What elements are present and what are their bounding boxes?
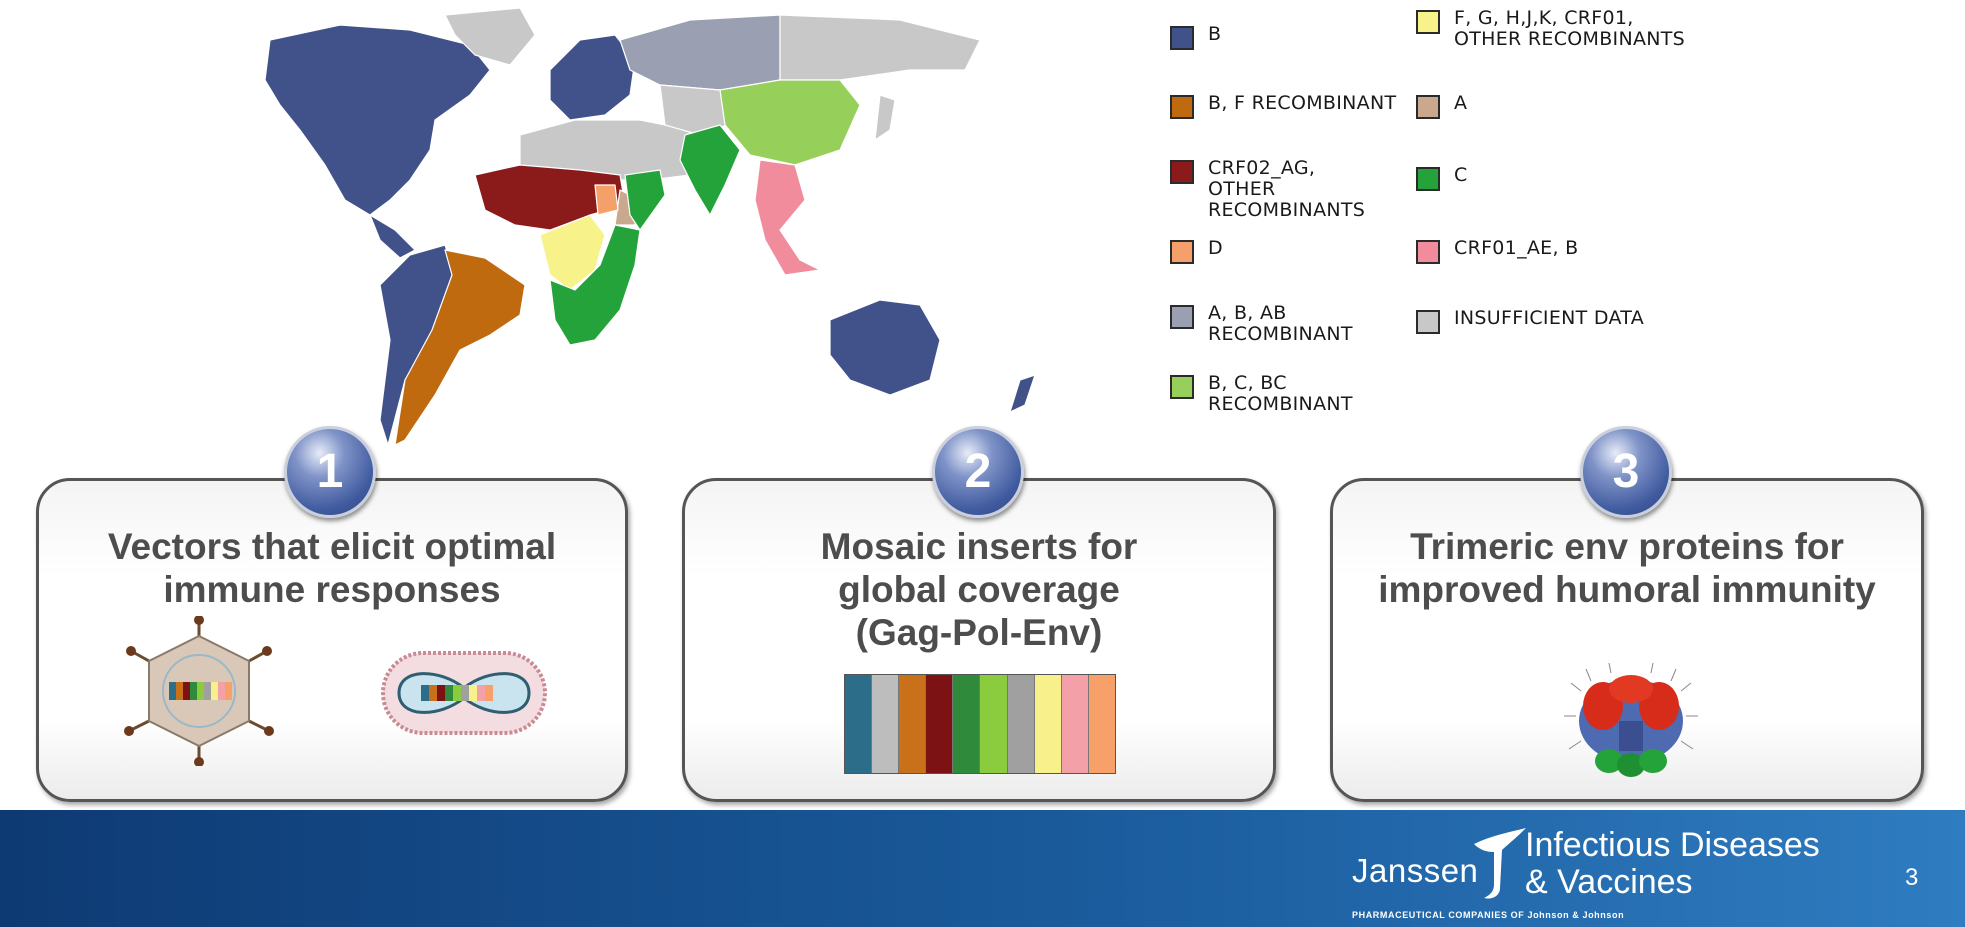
legend-swatch <box>1416 10 1440 34</box>
legend-item-d: D <box>1170 238 1223 264</box>
legend-item-crf01-ae-b: CRF01_AE, B <box>1416 238 1579 264</box>
horn-of-africa-region <box>624 169 666 231</box>
legend-label: A <box>1454 92 1468 114</box>
legend-swatch <box>1416 167 1440 191</box>
legend-label: A, B, AB RECOMBINANT <box>1208 302 1353 345</box>
footer-bar <box>0 810 1965 927</box>
tagline-line: Infectious Diseases <box>1525 826 1820 864</box>
mosaic-stripe <box>925 675 953 773</box>
mosaic-stripe <box>1060 675 1088 773</box>
legend-swatch <box>1170 240 1194 264</box>
southern-africa-region <box>549 224 641 346</box>
janssen-logo-mark-icon <box>1474 828 1526 899</box>
legend-label: CRF02_AG, OTHER RECOMBINANTS <box>1208 157 1366 221</box>
legend-item-b-f-recombinant: B, F RECOMBINANT <box>1170 93 1396 119</box>
legend-swatch <box>1170 95 1194 119</box>
north-america-region <box>264 24 491 216</box>
legend-item-a: A <box>1416 93 1467 119</box>
legend-swatch <box>1170 375 1194 399</box>
brazil-region <box>394 249 526 446</box>
legend-swatch <box>1416 310 1440 334</box>
legend-item-crf02-ag: CRF02_AG, OTHER RECOMBINANTS <box>1170 158 1368 221</box>
mosaic-stripe <box>1087 675 1115 773</box>
panel-title-line: (Gag-Pol-Env) <box>855 612 1103 653</box>
legend-item-c: C <box>1416 165 1468 191</box>
legend-label: CRF01_AE, B <box>1454 237 1579 259</box>
new-zealand-region <box>1009 374 1036 413</box>
step-badge-2: 2 <box>932 426 1024 518</box>
legend-label: B, C, BC RECOMBINANT <box>1208 372 1353 415</box>
panel-title-line: global coverage <box>838 569 1120 610</box>
mosaic-stripe <box>952 675 980 773</box>
panel-trimeric-env: Trimeric env proteins for improved humor… <box>1330 478 1924 802</box>
panel-title: Mosaic inserts for global coverage (Gag-… <box>685 525 1273 654</box>
china-region <box>719 79 861 166</box>
panel-mosaic-inserts: Mosaic inserts for global coverage (Gag-… <box>682 478 1276 802</box>
greenland-region <box>444 7 536 66</box>
mosaic-stripe <box>979 675 1007 773</box>
panel-vectors: Vectors that elicit optimal immune respo… <box>36 478 628 802</box>
legend-item-b-c-bc-recombinant: B, C, BC RECOMBINANT <box>1170 373 1358 415</box>
legend-item-a-b-ab-recombinant: A, B, AB RECOMBINANT <box>1170 303 1358 345</box>
legend-swatch <box>1416 240 1440 264</box>
legend-swatch <box>1170 305 1194 329</box>
east-africa-d-region <box>594 184 619 216</box>
panel-title: Trimeric env proteins for improved humor… <box>1333 525 1921 611</box>
central-america-region <box>369 214 416 259</box>
legend-label: B, F RECOMBINANT <box>1208 92 1397 114</box>
legend-swatch <box>1170 160 1194 184</box>
legend-item-insufficient-data: INSUFFICIENT DATA <box>1416 308 1644 334</box>
panel-title-line: improved humoral immunity <box>1378 569 1876 610</box>
japan-region <box>874 94 896 141</box>
mosaic-stripe <box>1033 675 1061 773</box>
mosaic-insert-bar <box>844 674 1116 774</box>
india-region <box>679 124 741 216</box>
mosaic-stripe <box>871 675 899 773</box>
east-russia-region <box>779 14 981 81</box>
panel-title-line: Trimeric env proteins for <box>1410 526 1844 567</box>
plasmid-vector-icon <box>381 651 547 735</box>
trimeric-env-protein-icon <box>1564 662 1698 777</box>
russia-region <box>619 14 781 91</box>
mosaic-stripe <box>845 675 872 773</box>
janssen-logo-text: Janssen <box>1352 852 1479 889</box>
panel-title: Vectors that elicit optimal immune respo… <box>39 525 625 611</box>
legend-item-b: B <box>1170 24 1221 50</box>
legend-label: B <box>1208 23 1222 45</box>
legend-label: C <box>1454 164 1468 186</box>
legend-label: INSUFFICIENT DATA <box>1454 307 1645 329</box>
australia-region <box>829 299 941 396</box>
mosaic-stripe <box>1006 675 1034 773</box>
panel-title-line: immune responses <box>163 569 501 610</box>
legend-swatch <box>1170 26 1194 50</box>
panel-title-line: Vectors that elicit optimal <box>107 526 557 567</box>
mosaic-stripe <box>898 675 926 773</box>
page-number: 3 <box>1905 864 1919 891</box>
legend-item-other-recombinants: F, G, H,J,K, CRF01, OTHER RECOMBINANTS <box>1416 8 1689 50</box>
step-badge-1: 1 <box>284 426 376 518</box>
step-badge-3: 3 <box>1580 426 1672 518</box>
panel-title-line: Mosaic inserts for <box>820 526 1138 567</box>
legend-label: F, G, H,J,K, CRF01, OTHER RECOMBINANTS <box>1454 7 1686 50</box>
southeast-asia-region <box>754 159 821 276</box>
tagline: Infectious Diseases & Vaccines <box>1525 827 1820 901</box>
europe-region <box>549 34 636 121</box>
legend-label: D <box>1208 237 1223 259</box>
legend-swatch <box>1416 95 1440 119</box>
adenovirus-vector-icon <box>124 616 274 766</box>
hiv-subtype-world-map <box>264 7 1036 446</box>
pharma-companies-text: PHARMACEUTICAL COMPANIES OF Johnson & Jo… <box>1352 910 1625 920</box>
tagline-line: & Vaccines <box>1525 863 1693 901</box>
